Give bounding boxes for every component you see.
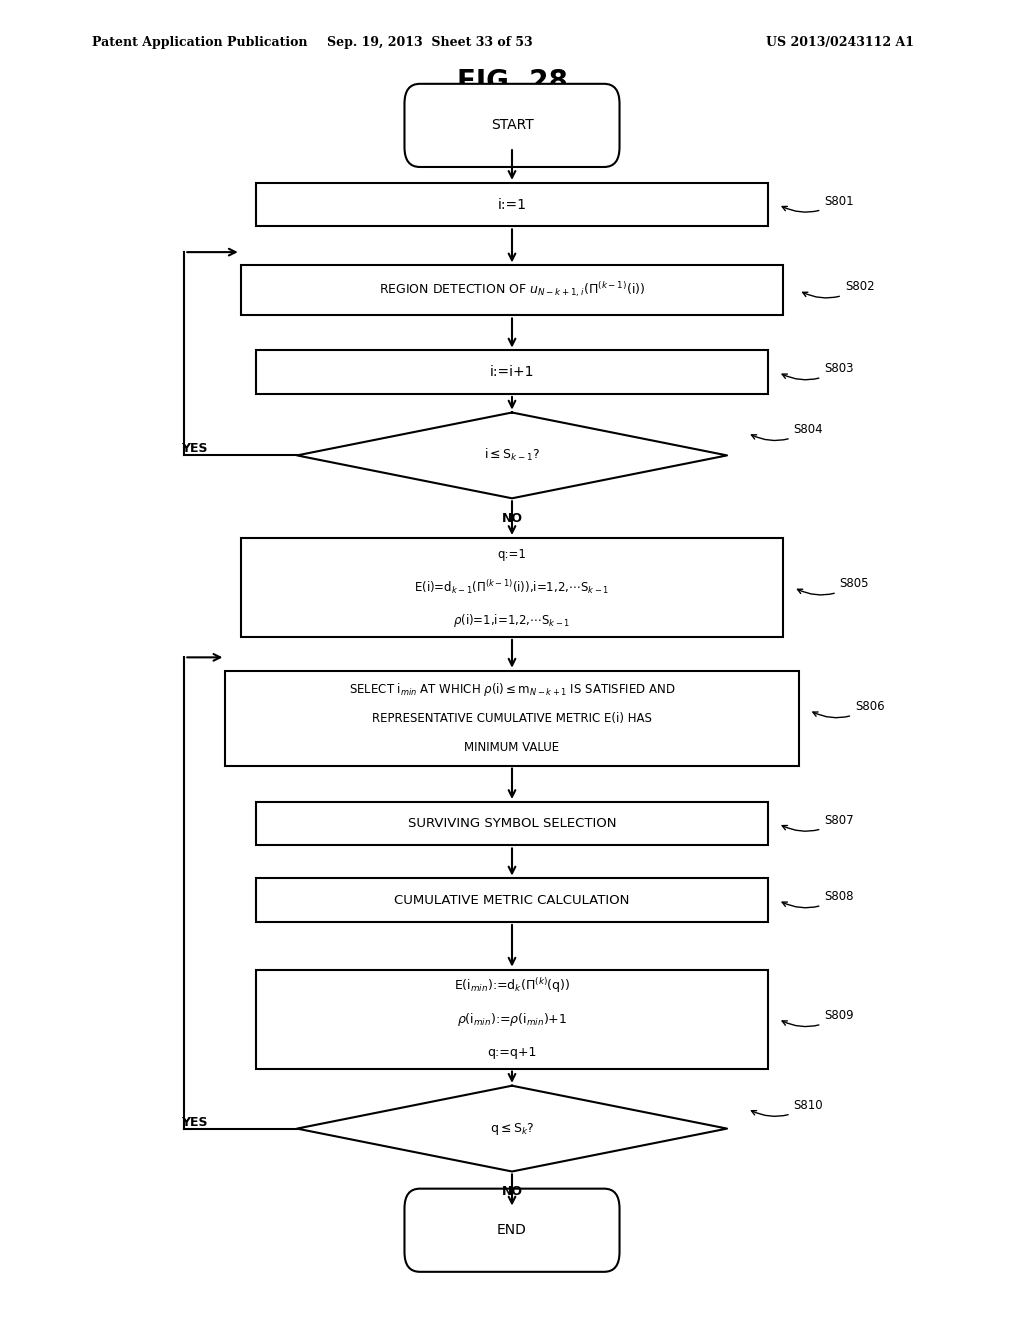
Text: E(i)=d$_{k-1}$($\Pi^{(k-1)}$(i)),i=1,2,⋯S$_{k-1}$: E(i)=d$_{k-1}$($\Pi^{(k-1)}$(i)),i=1,2,⋯… — [415, 578, 609, 597]
FancyBboxPatch shape — [241, 539, 783, 636]
FancyBboxPatch shape — [241, 265, 783, 315]
Text: q:=q+1: q:=q+1 — [487, 1045, 537, 1059]
Text: i:=1: i:=1 — [498, 198, 526, 211]
Text: END: END — [497, 1224, 527, 1237]
Text: S807: S807 — [782, 813, 854, 832]
Text: i$\leq$S$_{k-1}$?: i$\leq$S$_{k-1}$? — [483, 447, 541, 463]
Text: Patent Application Publication: Patent Application Publication — [92, 36, 307, 49]
Text: i:=i+1: i:=i+1 — [489, 366, 535, 379]
Text: START: START — [490, 119, 534, 132]
Text: S808: S808 — [782, 890, 854, 908]
FancyBboxPatch shape — [404, 84, 620, 168]
Text: Sep. 19, 2013  Sheet 33 of 53: Sep. 19, 2013 Sheet 33 of 53 — [328, 36, 532, 49]
Text: SURVIVING SYMBOL SELECTION: SURVIVING SYMBOL SELECTION — [408, 817, 616, 830]
Text: REGION DETECTION OF $u_{N-k+1,i}$($\Pi^{(k-1)}$(i)): REGION DETECTION OF $u_{N-k+1,i}$($\Pi^{… — [379, 281, 645, 300]
Text: $\rho$(i$_{min}$):=$\rho$(i$_{min}$)+1: $\rho$(i$_{min}$):=$\rho$(i$_{min}$)+1 — [457, 1011, 567, 1027]
Text: S806: S806 — [813, 700, 885, 718]
Text: S805: S805 — [798, 577, 869, 595]
Text: S804: S804 — [752, 422, 823, 441]
FancyBboxPatch shape — [256, 803, 768, 846]
FancyBboxPatch shape — [256, 969, 768, 1069]
Text: S803: S803 — [782, 362, 854, 380]
Text: MINIMUM VALUE: MINIMUM VALUE — [465, 741, 559, 754]
Text: q:=1: q:=1 — [498, 548, 526, 561]
FancyBboxPatch shape — [256, 350, 768, 393]
Text: NO: NO — [502, 512, 522, 524]
Text: S801: S801 — [782, 194, 854, 213]
Text: YES: YES — [181, 1115, 208, 1129]
Text: E(i$_{min}$):=d$_k$($\Pi^{(k)}$(q)): E(i$_{min}$):=d$_k$($\Pi^{(k)}$(q)) — [454, 977, 570, 995]
Text: NO: NO — [502, 1185, 522, 1197]
Text: US 2013/0243112 A1: US 2013/0243112 A1 — [766, 36, 913, 49]
Text: SELECT i$_{min}$ AT WHICH $\rho$(i)$\leq$m$_{N-k+1}$ IS SATISFIED AND: SELECT i$_{min}$ AT WHICH $\rho$(i)$\leq… — [349, 681, 675, 697]
Text: YES: YES — [181, 442, 208, 455]
Text: q$\leq$S$_k$?: q$\leq$S$_k$? — [489, 1121, 535, 1137]
Text: $\rho$(i)=1,i=1,2,⋯S$_{k-1}$: $\rho$(i)=1,i=1,2,⋯S$_{k-1}$ — [454, 612, 570, 628]
FancyBboxPatch shape — [256, 879, 768, 921]
Text: S802: S802 — [803, 280, 874, 298]
Text: REPRESENTATIVE CUMULATIVE METRIC E(i) HAS: REPRESENTATIVE CUMULATIVE METRIC E(i) HA… — [372, 711, 652, 725]
FancyBboxPatch shape — [404, 1188, 620, 1272]
FancyBboxPatch shape — [256, 182, 768, 226]
Text: CUMULATIVE METRIC CALCULATION: CUMULATIVE METRIC CALCULATION — [394, 894, 630, 907]
Text: S809: S809 — [782, 1008, 854, 1027]
Text: S810: S810 — [752, 1098, 823, 1117]
FancyBboxPatch shape — [225, 671, 799, 766]
Text: FIG. 28: FIG. 28 — [457, 67, 567, 96]
